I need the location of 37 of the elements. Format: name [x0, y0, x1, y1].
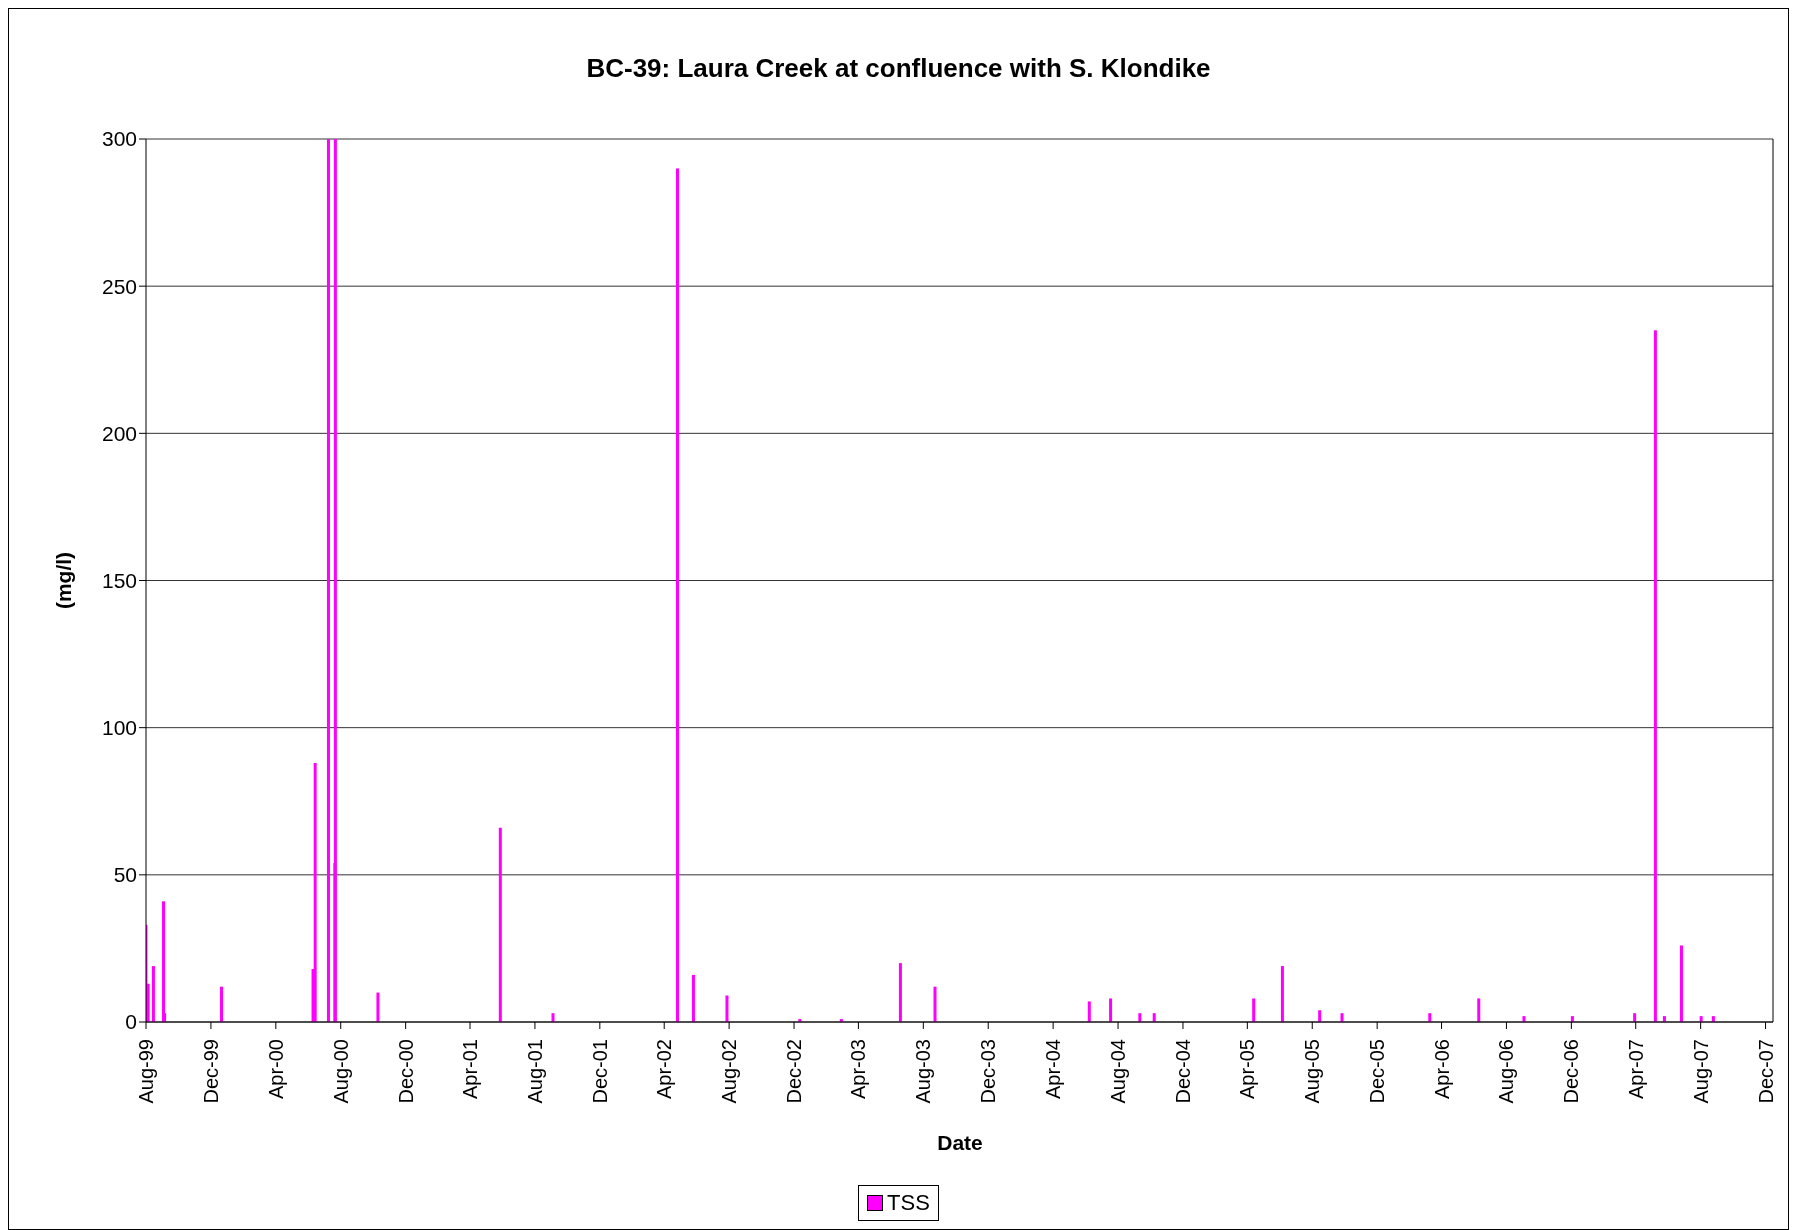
legend-label: TSS: [887, 1190, 930, 1216]
x-tick-label: Dec-99: [199, 1039, 222, 1104]
y-tick-label: 150: [101, 568, 137, 592]
y-tick-label: 50: [113, 863, 137, 887]
x-tick-label: Apr-05: [1236, 1039, 1259, 1100]
x-tick-label: Apr-01: [459, 1039, 482, 1100]
x-tick-label: Dec-04: [1171, 1039, 1194, 1104]
x-tick-label: Apr-00: [264, 1039, 287, 1100]
chart-title: BC-39: Laura Creek at confluence with S. Klondike: [585, 53, 1212, 84]
x-axis-title: Date: [936, 1131, 984, 1155]
x-tick-label: Dec-00: [394, 1039, 417, 1104]
x-tick-label: Aug-04: [1107, 1039, 1130, 1104]
x-tick-label: Dec-03: [977, 1039, 1000, 1104]
x-tick-label: Dec-02: [783, 1039, 806, 1104]
x-tick-label: Apr-02: [653, 1039, 676, 1100]
x-tick-label: Aug-99: [135, 1039, 157, 1104]
x-tick-label: Aug-06: [1495, 1039, 1518, 1104]
x-tick-label: Dec-07: [1754, 1039, 1777, 1104]
x-tick-label: Apr-06: [1430, 1039, 1453, 1100]
x-tick-label: Dec-05: [1366, 1039, 1389, 1104]
x-tick-label: Apr-07: [1624, 1039, 1647, 1100]
x-tick-label: Dec-06: [1560, 1039, 1583, 1104]
y-tick-label: 250: [101, 274, 137, 298]
x-tick-label: Dec-01: [588, 1039, 611, 1104]
x-tick-label: Aug-01: [523, 1039, 546, 1104]
y-tick-label: 200: [101, 421, 137, 445]
x-tick-label: Apr-03: [847, 1039, 870, 1100]
x-tick-label: Aug-07: [1689, 1039, 1712, 1104]
x-tick-label: Aug-00: [329, 1039, 352, 1104]
y-tick-label: 300: [101, 127, 137, 151]
y-tick-label: 0: [125, 1010, 137, 1034]
y-axis-title: (mg/l): [52, 551, 76, 610]
x-tick-label: Apr-04: [1042, 1039, 1065, 1100]
x-tick-label: Aug-05: [1301, 1039, 1324, 1104]
x-tick-label: Aug-03: [912, 1039, 935, 1104]
x-tick-label: Aug-02: [718, 1039, 741, 1104]
y-tick-label: 100: [101, 716, 137, 740]
